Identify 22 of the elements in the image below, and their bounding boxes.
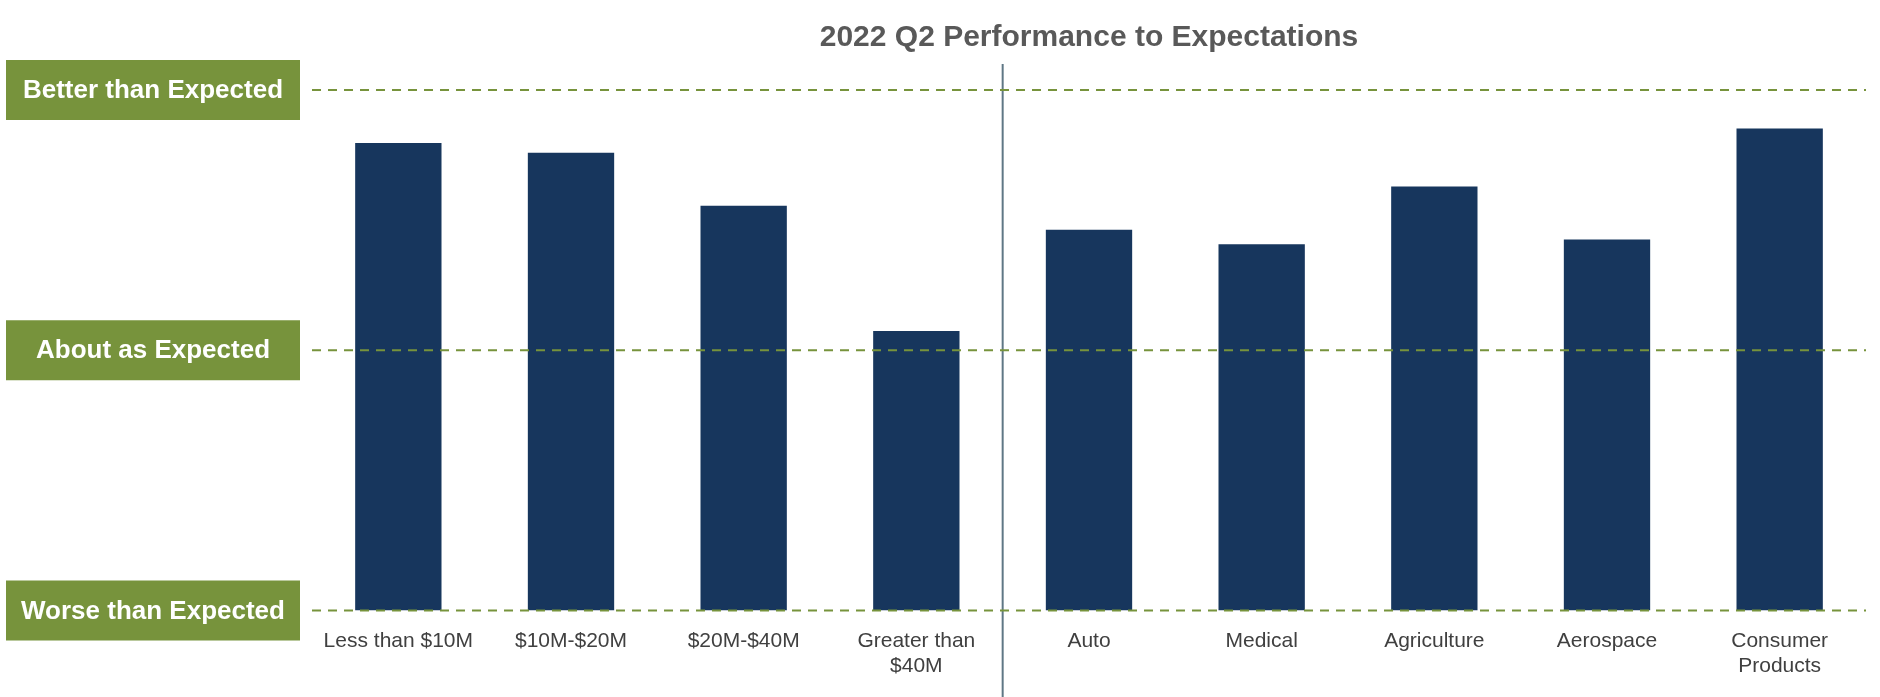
x-tick-label: Greater than $40M (857, 628, 976, 677)
x-tick-label: Less than $10M (323, 628, 474, 651)
x-tick-label: Consumer Products (1731, 628, 1829, 677)
bar (1045, 229, 1133, 611)
bar (1736, 128, 1823, 611)
x-tick-label: Auto (1067, 628, 1111, 651)
ref-line-label: Better than Expected (22, 74, 284, 105)
bar (1563, 239, 1651, 611)
x-tick-label: Medical (1225, 628, 1298, 651)
ref-line-label: About as Expected (35, 334, 271, 365)
x-tick-label: $20M-$40M (687, 628, 800, 651)
x-tick-label: Agriculture (1384, 628, 1485, 651)
bar (700, 205, 787, 611)
ref-line-label: Worse than Expected (21, 594, 285, 625)
x-tick-label: Aerospace (1556, 628, 1658, 651)
bar (527, 152, 615, 611)
chart-title: 2022 Q2 Performance to Expectations (819, 19, 1359, 53)
bar (1218, 244, 1305, 611)
bar (873, 331, 960, 611)
x-tick-label: $10M-$20M (514, 628, 628, 651)
bar (1391, 186, 1478, 611)
bar (355, 143, 442, 611)
